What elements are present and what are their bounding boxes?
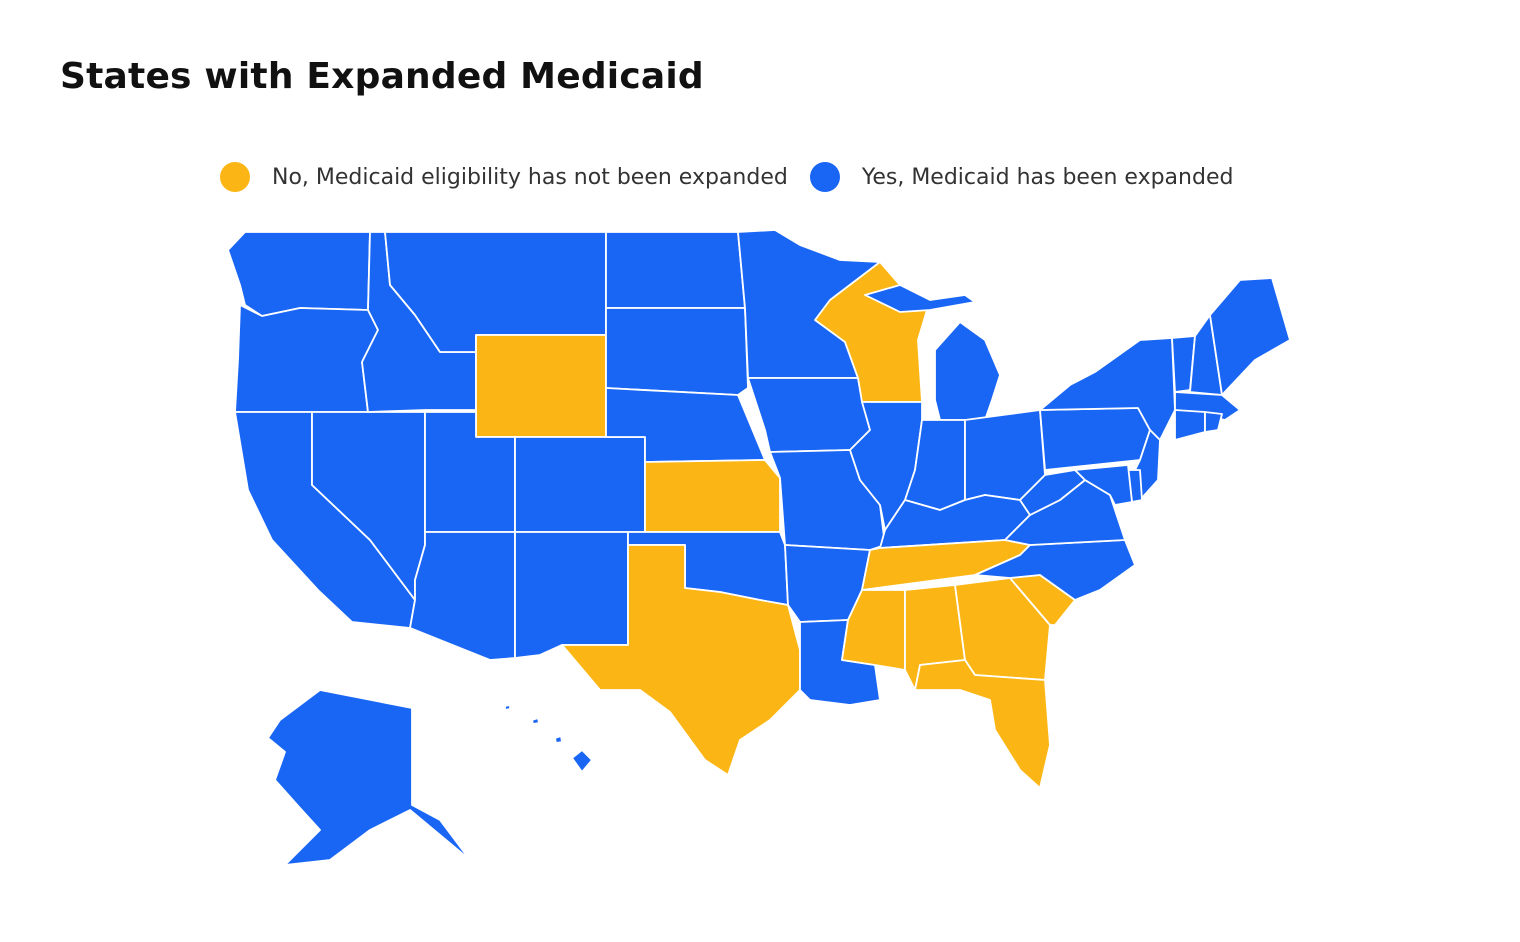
state-NM[interactable] bbox=[514, 531, 629, 659]
state-ME[interactable] bbox=[1209, 277, 1291, 396]
state-ND[interactable] bbox=[605, 231, 746, 309]
legend-item-expanded: Yes, Medicaid has been expanded bbox=[809, 162, 1234, 192]
legend: No, Medicaid eligibility has not been ex… bbox=[220, 162, 1255, 192]
state-AZ[interactable] bbox=[409, 531, 516, 661]
state-HI[interactable] bbox=[571, 749, 593, 773]
state-RI[interactable] bbox=[1204, 411, 1223, 433]
state-FL[interactable] bbox=[914, 659, 1051, 789]
legend-swatch-not-expanded bbox=[220, 162, 250, 192]
state-IA[interactable] bbox=[747, 377, 871, 453]
state-MI-upper[interactable] bbox=[864, 284, 976, 313]
state-NC[interactable] bbox=[974, 539, 1136, 601]
state-HI-island bbox=[554, 735, 563, 744]
state-MD[interactable] bbox=[1074, 464, 1133, 506]
state-WA[interactable] bbox=[227, 231, 371, 317]
state-AK[interactable] bbox=[267, 689, 471, 866]
state-CO[interactable] bbox=[514, 436, 646, 533]
legend-item-not-expanded: No, Medicaid eligibility has not been ex… bbox=[220, 162, 788, 192]
state-HI-island bbox=[531, 717, 540, 725]
legend-label-expanded: Yes, Medicaid has been expanded bbox=[861, 164, 1234, 190]
legend-swatch-expanded bbox=[809, 162, 840, 192]
page-title: States with Expanded Medicaid bbox=[60, 56, 704, 97]
state-PA[interactable] bbox=[1039, 407, 1151, 471]
state-CT[interactable] bbox=[1174, 409, 1206, 441]
state-HI-island bbox=[504, 704, 511, 711]
state-WY[interactable] bbox=[475, 334, 607, 438]
state-KS[interactable] bbox=[644, 459, 781, 533]
state-TX[interactable] bbox=[561, 544, 801, 776]
legend-label-not-expanded: No, Medicaid eligibility has not been ex… bbox=[272, 164, 788, 190]
state-MI[interactable] bbox=[934, 321, 1001, 421]
state-SD[interactable] bbox=[605, 307, 749, 396]
state-OR[interactable] bbox=[234, 304, 379, 413]
